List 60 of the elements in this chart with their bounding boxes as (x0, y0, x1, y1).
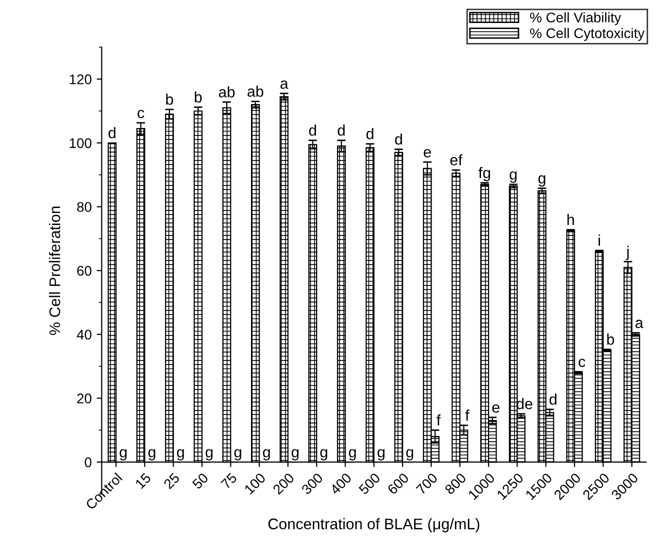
y-axis-title: % Cell Proliferation (48, 206, 60, 335)
x-tick-label: 25 (163, 472, 180, 490)
data-label: e (492, 404, 500, 413)
data-label: g (177, 449, 184, 460)
x-tick-label: 15 (134, 472, 152, 490)
data-label: b (166, 94, 174, 105)
data-label: d (366, 128, 374, 140)
data-label: d (309, 124, 316, 136)
data-label: g (348, 449, 356, 460)
x-tick-label: 75 (220, 472, 238, 490)
data-label: e (424, 149, 431, 158)
data-label: h (567, 214, 574, 225)
data-label: a (636, 320, 644, 328)
data-label: d (550, 394, 556, 405)
data-label: ab (218, 86, 235, 98)
data-label: c (578, 358, 586, 368)
x-axis-title: Concentration of BLAE (μg/mL) (268, 518, 480, 532)
x-tick-label: 200 (272, 472, 295, 495)
x-tick-label: 100 (244, 472, 266, 495)
y-tick-label: 120 (70, 74, 92, 84)
y-tick-label: 60 (77, 266, 92, 276)
data-label: f (436, 414, 441, 426)
y-tick-label: 40 (76, 330, 92, 340)
y-tick-label: 0 (84, 457, 92, 468)
data-label: g (120, 449, 127, 460)
data-label: g (406, 449, 414, 460)
x-tick-label: 50 (192, 472, 209, 490)
x-tick-label: 300 (300, 472, 324, 495)
data-label: a (280, 80, 288, 89)
data-label: b (607, 334, 614, 345)
data-label: fg (478, 166, 490, 182)
x-tick-label: 500 (358, 472, 381, 495)
data-label: g (378, 449, 384, 460)
y-tick-label: 20 (77, 394, 92, 404)
data-label: b (194, 91, 202, 103)
data-label: d (338, 124, 345, 136)
data-label: d (108, 127, 116, 138)
x-tick-label: 700 (416, 472, 438, 495)
data-label: g (234, 449, 242, 460)
data-label: ef (450, 154, 462, 166)
data-label: j (626, 246, 629, 260)
data-label: g (292, 449, 299, 460)
data-label: i (598, 234, 600, 246)
x-tick-label: 600 (386, 472, 410, 495)
data-label: g (206, 449, 213, 460)
y-tick-label: 80 (77, 202, 92, 212)
data-label: g (320, 449, 328, 460)
data-label: c (138, 110, 144, 118)
x-tick-label: 400 (329, 472, 352, 496)
data-label: f (465, 410, 470, 421)
data-label: g (538, 175, 546, 187)
data-label: g (510, 171, 517, 183)
data-label: g (148, 449, 156, 460)
data-label: ab (248, 86, 264, 97)
x-tick-label: 800 (444, 472, 467, 495)
legend-label: % Cell Viability (530, 12, 622, 26)
data-label: g (262, 449, 270, 460)
y-tick-label: 100 (70, 138, 92, 148)
data-label: d (395, 133, 402, 145)
legend-label: % Cell Cytotoxicity (530, 28, 645, 41)
